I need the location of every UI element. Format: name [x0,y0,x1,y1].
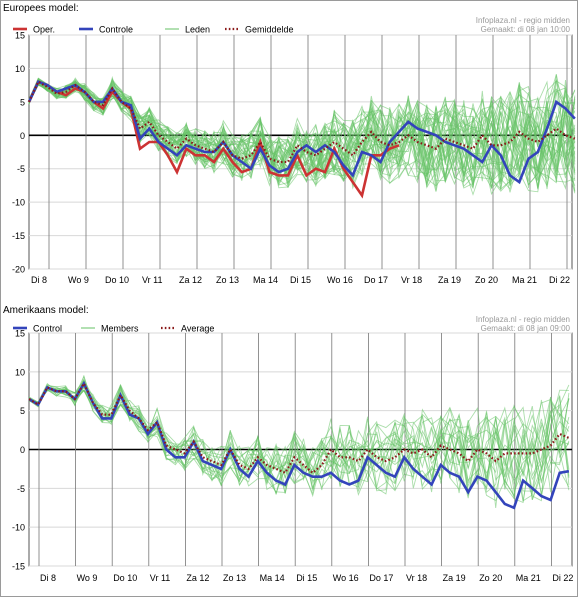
credit-american: Infoplaza.nl - regio midden Gemaakt: di … [476,315,570,333]
legend-label-average: Gemiddelde [245,25,294,35]
average-series-line [28,381,570,475]
y-tick-label: 0 [20,131,25,141]
x-day-label: Vr 18 [401,275,422,285]
legend-label-oper: Oper. [33,25,55,35]
credit-line-2: Gemaakt: di 08 jan 10:00 [480,25,570,34]
credit-line-1: Infoplaza.nl - regio midden [475,315,570,324]
x-day-label: Ma 21 [512,275,537,285]
x-day-label: Zo 13 [223,573,246,583]
y-tick-label: -15 [12,562,25,572]
x-day-label: Za 19 [438,275,461,285]
x-day-label: Di 15 [296,573,317,583]
member-line [28,384,570,490]
x-day-label: Di 22 [552,573,573,583]
legend-label-control: Control [33,324,62,334]
credit-line-2: Gemaakt: di 08 jan 09:00 [480,324,570,333]
legend-label-control: Controle [99,25,133,35]
member-line [28,385,570,500]
x-day-label: Di 15 [290,275,311,285]
member-line [28,77,576,185]
y-tick-label: 0 [20,445,25,455]
legend-label-average: Average [181,324,214,334]
credit-european: Infoplaza.nl - regio midden Gemaakt: di … [476,16,570,34]
legend-label-members: Leden [185,25,210,35]
x-day-label: Zo 20 [475,275,498,285]
x-day-label: Ma 14 [253,275,278,285]
y-tick-label: -10 [12,523,25,533]
y-tick-label: 5 [20,406,25,416]
x-day-label: Di 8 [31,275,47,285]
x-day-label: Za 12 [186,573,209,583]
x-day-label: Do 17 [364,275,388,285]
x-day-label: Za 19 [443,573,466,583]
x-day-label: Vr 11 [142,275,163,285]
y-tick-label: -5 [17,164,25,174]
chart-title-american: Amerikaans model: [3,305,89,316]
x-day-label: Ma 14 [260,573,285,583]
y-tick-label: 10 [15,64,25,74]
y-tick-label: -15 [12,231,25,241]
chart-title-european: Europees model: [3,3,79,14]
x-day-label: Di 22 [549,275,570,285]
x-day-label: Wo 9 [77,573,98,583]
x-day-label: Do 17 [369,573,393,583]
x-day-label: Wo 16 [333,573,359,583]
plume-chart-european: -20 -15 -10 -5 0 5 10 15 Di 8 Wo 9 Do 10 Vr 11 Za 12… [12,25,576,285]
x-day-label: Vr 11 [150,573,171,583]
y-tick-label: -20 [12,265,25,275]
y-tick-label: 15 [15,329,25,339]
x-day-label: Zo 20 [479,573,502,583]
y-tick-label: 15 [15,31,25,41]
average-series-line [28,80,576,164]
y-tick-label: 5 [20,97,25,107]
x-day-label: Wo 16 [327,275,353,285]
legend: Oper. Controle Leden Gemiddelde [13,25,294,35]
x-day-label: Do 10 [105,275,129,285]
x-day-label: Di 8 [40,573,56,583]
x-day-label: Do 10 [113,573,137,583]
member-line [28,82,576,187]
x-day-label: Za 12 [179,275,202,285]
x-day-label: Vr 18 [406,573,427,583]
day-gridlines [38,333,552,566]
y-tick-label: 10 [15,367,25,377]
member-line [28,381,570,495]
legend: Control Members Average [13,324,214,334]
credit-line-1: Infoplaza.nl - regio midden [475,16,570,25]
x-day-label: Zo 13 [216,275,239,285]
legend-label-members: Members [101,324,139,334]
y-tick-label: -10 [12,198,25,208]
x-day-label: Ma 21 [516,573,541,583]
x-day-label: Wo 9 [68,275,89,285]
y-tick-label: -5 [17,484,25,494]
